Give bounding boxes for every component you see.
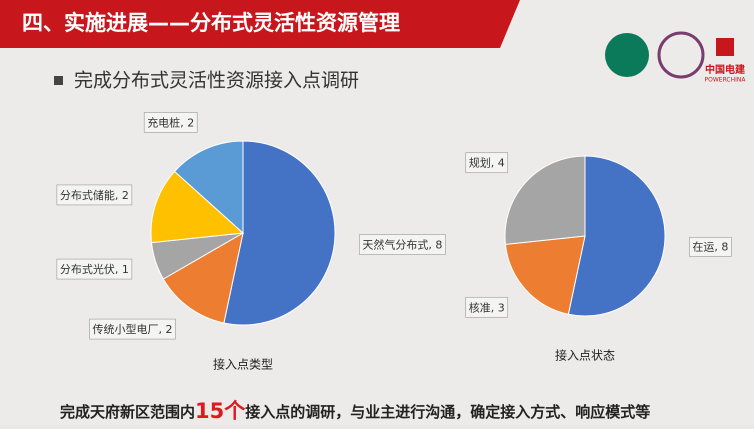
footer-after: 接入点的调研，与业主进行沟通，确定接入方式、响应模式等	[245, 403, 650, 421]
label-category: 分布式光伏	[60, 262, 115, 276]
label-category: 核准	[469, 300, 491, 314]
label-box	[359, 234, 446, 255]
pie-slice	[150, 170, 245, 244]
title-band	[0, 0, 520, 48]
label-category: 传统小型电厂	[92, 322, 158, 336]
label-value: 2	[187, 116, 194, 129]
label-separator: ,	[714, 240, 721, 253]
data-label: 分布式储能, 2	[60, 188, 129, 202]
logo-subtext: POWERCHINA	[705, 77, 747, 84]
label-value: 3	[498, 301, 505, 314]
label-value: 1	[122, 263, 129, 276]
bullet	[54, 76, 63, 85]
label-category: 分布式储能	[60, 188, 115, 202]
logo-text: 中国电建	[705, 63, 746, 76]
slide-subtitle: 完成分布式灵活性资源接入点调研	[74, 70, 359, 92]
pie-slice	[567, 155, 666, 317]
label-category: 天然气分布式	[362, 238, 428, 252]
label-value: 4	[498, 157, 505, 170]
pie-slice	[504, 155, 586, 245]
data-label: 传统小型电厂, 2	[92, 322, 172, 336]
label-value: 8	[721, 240, 728, 253]
label-value: 2	[122, 189, 129, 202]
label-category: 在运	[692, 240, 714, 253]
pie-slice	[173, 140, 244, 235]
label-separator: ,	[115, 189, 122, 202]
data-label: 核准, 3	[469, 300, 505, 314]
label-separator: ,	[158, 323, 165, 336]
data-label: 天然气分布式, 8	[362, 238, 442, 252]
footer-before: 完成天府新区范围内	[60, 403, 195, 421]
label-category: 充电桩	[147, 115, 180, 129]
label-category: 规划	[469, 156, 491, 170]
label-box	[465, 152, 509, 174]
pie-slice	[504, 235, 586, 315]
label-separator: ,	[115, 263, 122, 276]
label-separator: ,	[180, 116, 187, 129]
label-box	[56, 258, 133, 280]
label-separator: ,	[491, 157, 498, 170]
logo-2	[657, 31, 705, 79]
pie-slice	[162, 232, 244, 324]
data-label: 充电桩, 2	[147, 115, 194, 129]
label-value: 8	[435, 239, 442, 252]
pie-slice	[223, 140, 336, 326]
label-box	[689, 236, 732, 257]
logo-3	[716, 38, 734, 56]
slide-title: 四、实施进展——分布式灵活性资源管理	[22, 11, 400, 35]
label-box	[89, 318, 176, 340]
label-value: 2	[165, 323, 172, 336]
label-separator: ,	[491, 301, 498, 314]
footer: 完成天府新区范围内15个接入点的调研，与业主进行沟通，确定接入方式、响应模式等	[60, 399, 650, 423]
data-label: 规划, 4	[469, 156, 505, 170]
logo-1	[605, 33, 649, 77]
label-box	[56, 184, 133, 206]
label-separator: ,	[428, 239, 435, 252]
label-box	[465, 296, 509, 318]
x-axis-label: 接入点类型	[213, 357, 273, 372]
data-label: 在运, 8	[692, 240, 728, 253]
data-label: 分布式光伏, 1	[60, 262, 129, 276]
x-axis-label: 接入点状态	[555, 348, 615, 363]
label-box	[143, 112, 198, 133]
footer-highlight: 15个	[195, 399, 246, 423]
